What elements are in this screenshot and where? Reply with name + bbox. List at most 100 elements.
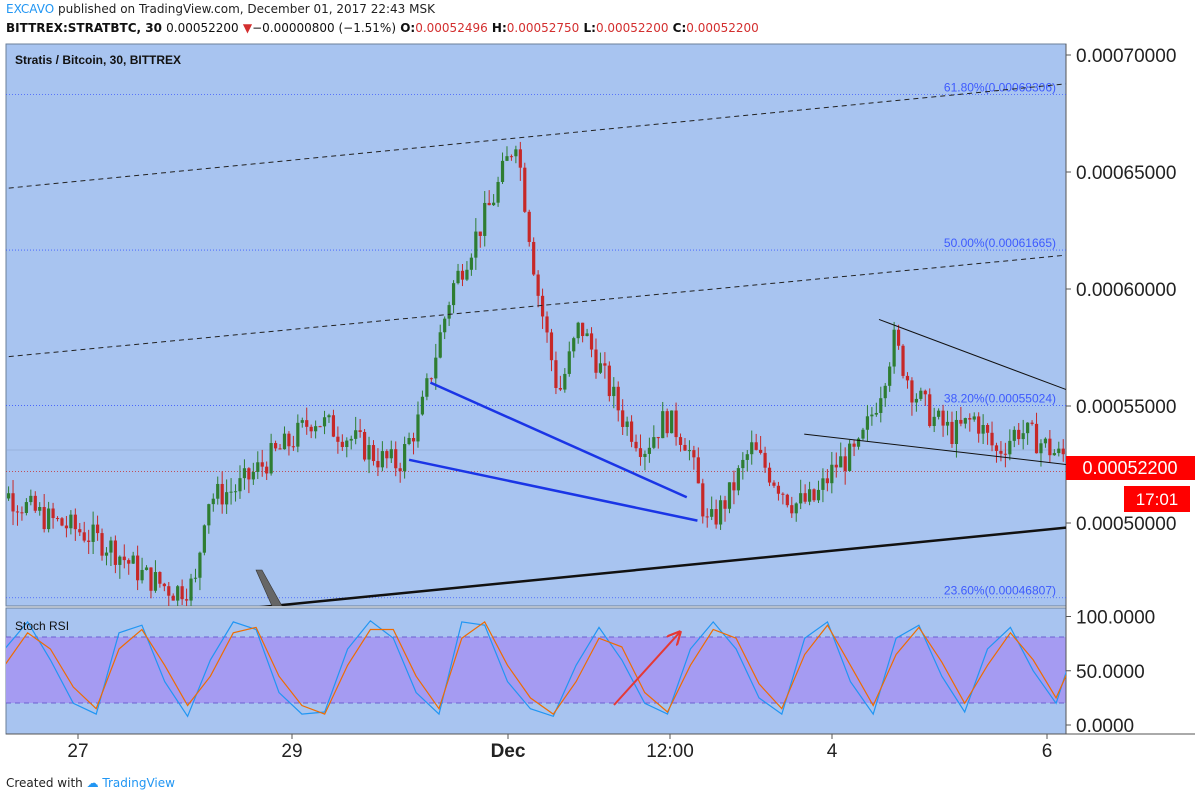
candle-body — [354, 430, 358, 439]
trendline[interactable] — [0, 43, 1195, 190]
candle-body — [563, 373, 567, 390]
candle-body — [362, 431, 367, 460]
candle-body — [883, 385, 887, 399]
candle-body — [380, 451, 384, 468]
trendline[interactable] — [0, 219, 1195, 359]
candle-body — [394, 449, 398, 469]
candle-body — [483, 202, 487, 236]
price-tick-label: 0.00065000 — [1076, 163, 1176, 184]
candle-body — [109, 540, 113, 553]
candle-body — [336, 436, 340, 442]
candle-body — [1026, 422, 1030, 434]
trendline[interactable] — [878, 318, 1195, 499]
rsi-pane-title: Stoch RSI — [15, 619, 69, 633]
candle-body — [625, 421, 629, 427]
candle-body — [603, 363, 607, 366]
candle-body — [220, 483, 224, 505]
candle-body — [104, 552, 109, 556]
trendline[interactable] — [804, 433, 1195, 497]
candle-body — [69, 514, 73, 529]
candle-body — [1043, 438, 1048, 444]
candle-body — [162, 583, 166, 587]
candle-body — [598, 363, 603, 373]
candle-body — [612, 386, 616, 397]
candle-body — [136, 555, 140, 581]
candle-body — [247, 468, 251, 480]
candle-body — [678, 437, 683, 445]
candle-body — [265, 466, 269, 474]
candle-body — [216, 483, 220, 499]
candle-body — [937, 410, 941, 417]
candle-body — [848, 443, 852, 471]
candle-body — [434, 357, 438, 379]
time-tick-label: 12:00 — [646, 741, 694, 762]
candle-body — [202, 525, 206, 553]
candle-body — [852, 443, 856, 447]
candle-body — [994, 445, 999, 451]
candle-body — [932, 416, 936, 427]
trendline[interactable] — [429, 381, 688, 499]
candle-body — [527, 211, 531, 242]
rsi-arrow[interactable] — [613, 632, 680, 706]
candle-body — [629, 421, 634, 442]
candle-body — [1008, 440, 1012, 455]
candle-body — [656, 437, 660, 439]
candle-body — [750, 442, 754, 455]
candle-body — [692, 450, 696, 458]
candle-body — [585, 333, 589, 337]
price-axis[interactable] — [1066, 44, 1195, 606]
rsi-axis[interactable] — [1066, 608, 1195, 734]
candle-body — [785, 494, 789, 506]
high-value: 0.00052750 — [506, 21, 580, 35]
open-value: 0.00052496 — [415, 21, 488, 35]
candle-body — [6, 493, 11, 499]
candle-body — [558, 388, 562, 390]
chart-area[interactable]: 61.80%(0.00068306) 50.00%(0.00061665) 38.2… — [0, 40, 1195, 768]
candle-body — [856, 438, 861, 447]
candle-body — [469, 257, 473, 270]
price-tick-label: 0.00070000 — [1076, 46, 1176, 67]
candle-body — [416, 414, 420, 442]
candle-body — [941, 410, 945, 426]
open-label: O: — [400, 21, 416, 35]
candle-body — [763, 452, 767, 468]
author-link[interactable]: EXCAVO — [6, 2, 55, 16]
candle-body — [282, 433, 287, 450]
candle-body — [589, 333, 594, 350]
tradingview-brand-link[interactable]: TradingView — [102, 776, 175, 790]
candle-body — [781, 493, 785, 495]
candle-body — [518, 149, 522, 168]
candle-body — [901, 345, 905, 376]
candle-body — [345, 440, 349, 448]
candle-body — [736, 468, 740, 491]
candle-body — [158, 572, 162, 584]
candle-body — [474, 231, 478, 258]
candle-body — [78, 529, 82, 533]
candle-body — [981, 425, 985, 434]
footer: Created with ☁ TradingView — [6, 776, 175, 790]
price-tick-label: 0.00060000 — [1076, 280, 1176, 301]
candle-body — [830, 464, 834, 484]
candle-body — [1061, 448, 1065, 455]
candle-body — [905, 375, 910, 381]
candle-body — [674, 410, 678, 438]
candle-body — [91, 524, 95, 542]
candle-body — [914, 398, 918, 403]
candle-body — [919, 390, 923, 399]
low-value: 0.00052200 — [595, 21, 669, 35]
candle-body — [403, 444, 407, 472]
time-tick-label: 6 — [1042, 741, 1053, 762]
close-label: C: — [672, 21, 687, 35]
last-price-tag-label: 0.00052200 — [1082, 458, 1177, 478]
candle-body — [545, 316, 549, 333]
candle-body — [291, 446, 295, 448]
candle-body — [149, 567, 153, 591]
publish-header: EXCAVO published on TradingView.com, Dec… — [6, 2, 435, 16]
candle-body — [38, 507, 42, 511]
candle-body — [47, 508, 51, 530]
price-pane[interactable] — [5, 43, 1067, 607]
candle-body — [300, 420, 304, 423]
candle-body — [621, 410, 625, 427]
trendline[interactable] — [408, 458, 698, 522]
candle-body — [879, 398, 883, 413]
